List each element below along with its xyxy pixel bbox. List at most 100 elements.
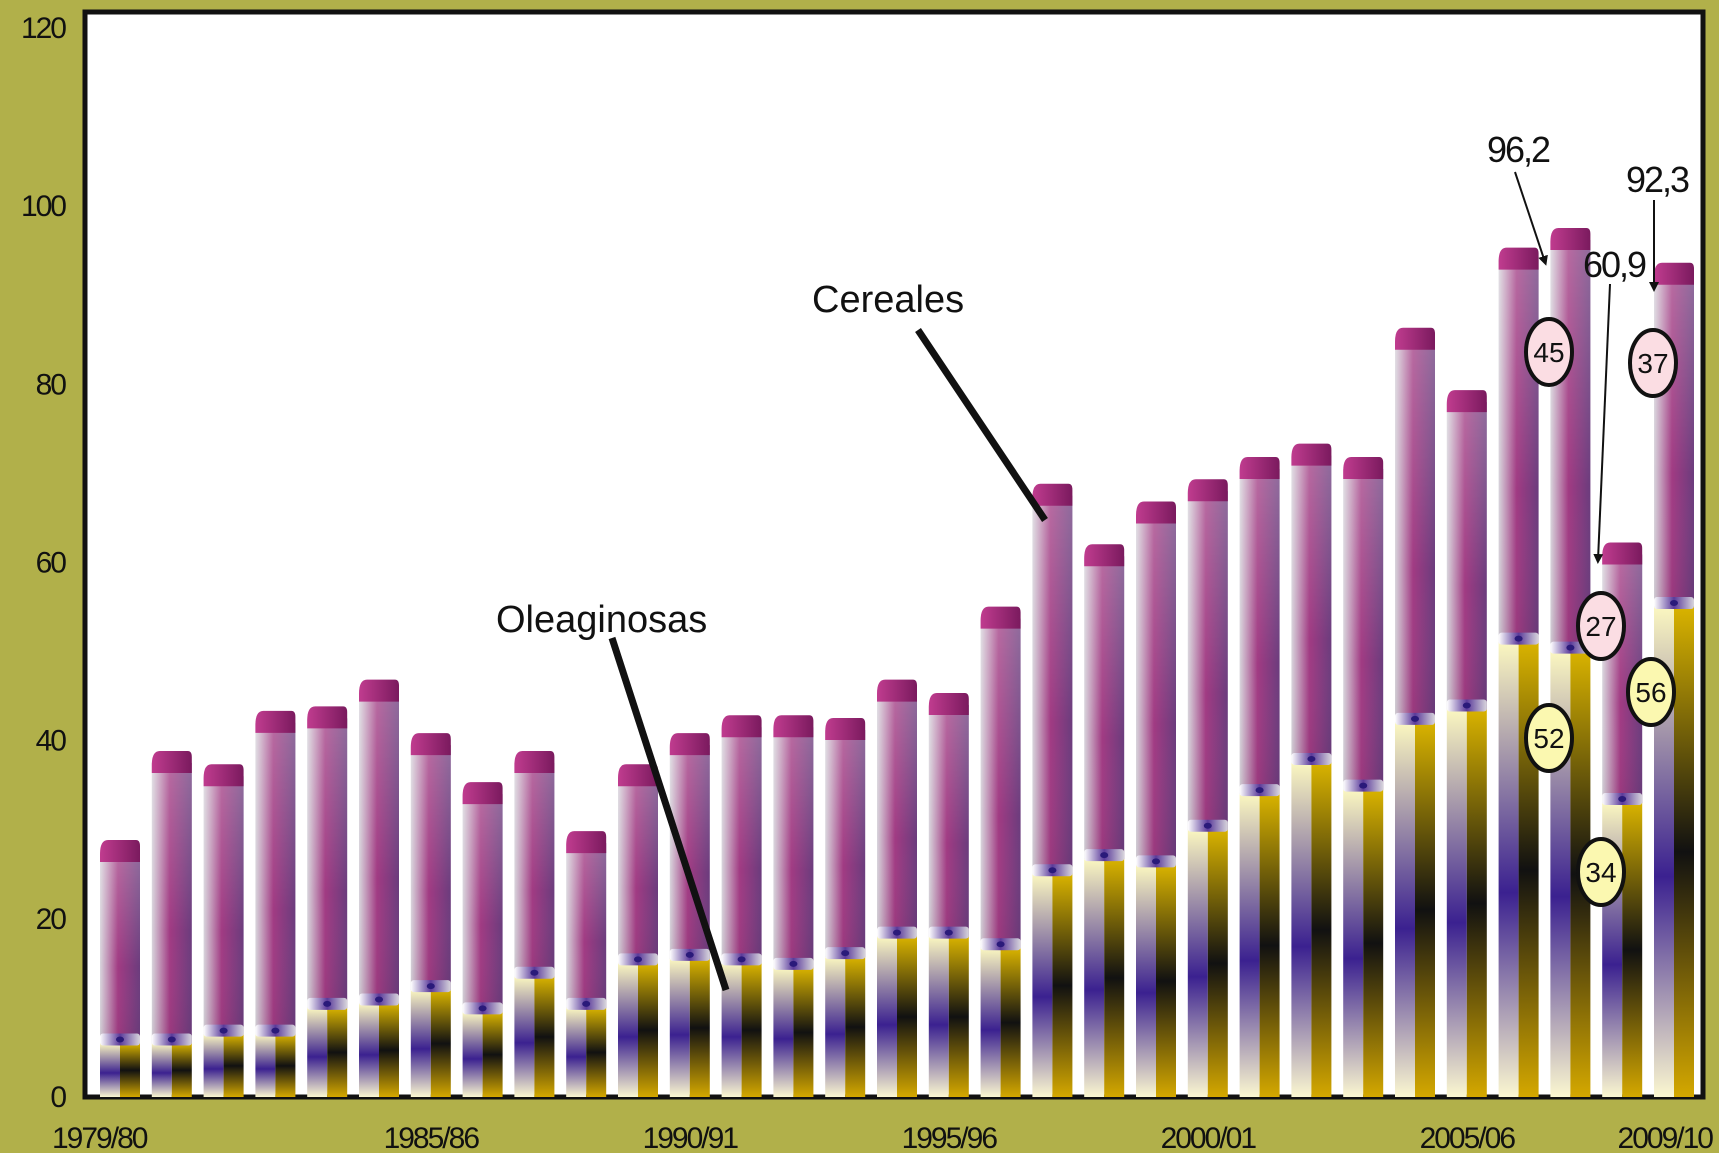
bar-cereales-shade bbox=[1032, 495, 1073, 875]
bar-oleaginosas bbox=[773, 967, 794, 1097]
bar-group bbox=[1187, 479, 1228, 1097]
bar-cereales-cap bbox=[100, 840, 140, 863]
bar-cereales-shade bbox=[359, 691, 399, 1004]
bar-group bbox=[514, 750, 555, 1097]
bar-oleaginosas bbox=[618, 963, 638, 1097]
bar-cereales-shade bbox=[1498, 259, 1539, 643]
bar-oleaginosas-right bbox=[327, 1007, 348, 1097]
bar-oleaginosas bbox=[1032, 874, 1053, 1097]
bar-cereales-cap bbox=[1032, 483, 1073, 506]
bar-group bbox=[618, 764, 658, 1097]
x-tick-label: 1985/86 bbox=[384, 1122, 480, 1153]
bar-group bbox=[1395, 327, 1435, 1097]
bar-separator-dot bbox=[1618, 796, 1627, 803]
bar-cereales-cap bbox=[203, 764, 244, 787]
svg-text:52: 52 bbox=[1533, 723, 1564, 754]
bar-oleaginosas-right bbox=[534, 976, 555, 1097]
bar-oleaginosas-right bbox=[793, 967, 814, 1097]
y-tick-label: 80 bbox=[36, 368, 67, 401]
svg-text:34: 34 bbox=[1585, 857, 1616, 888]
bar-group bbox=[359, 679, 399, 1097]
bar-separator-dot bbox=[1514, 635, 1523, 642]
bar-group bbox=[203, 764, 244, 1097]
bar-cereales-shade bbox=[203, 776, 244, 1035]
bar-group bbox=[1654, 262, 1694, 1097]
bar-separator-dot bbox=[167, 1036, 176, 1043]
bar-group bbox=[307, 706, 348, 1097]
bar-oleaginosas-right bbox=[171, 1043, 192, 1097]
bar-group bbox=[100, 840, 140, 1097]
bar-group bbox=[255, 710, 296, 1097]
bar-oleaginosas-right bbox=[223, 1034, 244, 1097]
bar-oleaginosas-right bbox=[430, 990, 451, 1097]
bar-oleaginosas-right bbox=[275, 1034, 296, 1097]
bar-separator-dot bbox=[1255, 787, 1264, 794]
x-tick-label: 1990/91 bbox=[643, 1122, 739, 1153]
bar-oleaginosas bbox=[877, 936, 897, 1097]
bar-cereales-shade bbox=[1550, 240, 1591, 652]
bar-oleaginosas bbox=[462, 1012, 483, 1097]
oleaginosas-label: Oleaginosas bbox=[496, 599, 707, 641]
bar-oleaginosas-right bbox=[1466, 709, 1487, 1097]
bar-cereales-shade bbox=[151, 762, 192, 1044]
bar-oleaginosas bbox=[1291, 762, 1312, 1097]
bar-group bbox=[462, 782, 503, 1097]
bar-oleaginosas bbox=[410, 990, 431, 1097]
bar-cereales-shade bbox=[1084, 556, 1125, 860]
cereales-leader bbox=[915, 328, 1048, 522]
x-tick-label: 2005/06 bbox=[1420, 1122, 1516, 1153]
bar-oleaginosas-right bbox=[1674, 607, 1694, 1097]
bar-separator-dot bbox=[375, 996, 383, 1003]
bar-oleaginosas bbox=[1136, 865, 1156, 1097]
bar-oleaginosas bbox=[566, 1007, 587, 1097]
bar-group bbox=[1032, 483, 1073, 1097]
bar-separator-dot bbox=[737, 956, 746, 963]
bar-cereales-cap bbox=[773, 715, 814, 738]
bar-cereales-shade bbox=[566, 843, 607, 1008]
bar-oleaginosas-right bbox=[638, 963, 658, 1097]
bar-cereales-shade bbox=[1654, 274, 1694, 608]
bar-oleaginosas-right bbox=[741, 963, 762, 1097]
total-arrow-2007-08 bbox=[1593, 283, 1611, 564]
y-tick-label: 120 bbox=[21, 12, 66, 45]
y-tick-label: 40 bbox=[36, 725, 67, 758]
bar-cereales-cap bbox=[1446, 390, 1487, 413]
bar-cereales-cap bbox=[1395, 327, 1435, 350]
bar-separator-dot bbox=[1048, 867, 1057, 874]
bar-cereales-shade bbox=[1187, 491, 1228, 830]
y-tick-label: 0 bbox=[50, 1081, 66, 1114]
bar-cereales-cap bbox=[359, 679, 399, 702]
x-tick-label: 2009/10 bbox=[1618, 1122, 1714, 1153]
bar-cereales-shade bbox=[410, 745, 451, 991]
bar-cereales-cap bbox=[1654, 262, 1694, 285]
bar-oleaginosas bbox=[255, 1034, 276, 1097]
bar-cereales-cap bbox=[1498, 247, 1539, 270]
y-tick-label: 20 bbox=[36, 903, 67, 936]
bar-cereales-shade bbox=[1136, 513, 1176, 866]
bar-oleaginosas-right bbox=[1622, 803, 1643, 1097]
bar-cereales-cap bbox=[1239, 456, 1280, 479]
bar-separator-dot bbox=[116, 1036, 124, 1043]
bar-group bbox=[1084, 544, 1125, 1097]
bar-oleaginosas-right bbox=[1104, 859, 1125, 1097]
bar-oleaginosas bbox=[307, 1007, 328, 1097]
bar-cereales-shade bbox=[255, 722, 296, 1035]
bar-oleaginosas bbox=[721, 963, 742, 1097]
bar-separator-dot bbox=[1411, 715, 1419, 722]
bar-separator-dot bbox=[530, 969, 539, 976]
bar-oleaginosas bbox=[980, 948, 1001, 1097]
badge-45: 45 bbox=[1524, 317, 1574, 387]
x-tick-label: 2000/01 bbox=[1161, 1122, 1257, 1153]
bar-oleaginosas bbox=[359, 1003, 379, 1097]
bar-separator-dot bbox=[219, 1027, 228, 1034]
bar-oleaginosas bbox=[151, 1043, 172, 1097]
bar-oleaginosas-right bbox=[1415, 722, 1435, 1097]
bar-cereales-shade bbox=[618, 776, 658, 964]
bar-oleaginosas bbox=[669, 958, 690, 1097]
svg-text:27: 27 bbox=[1585, 611, 1616, 642]
bar-oleaginosas-right bbox=[586, 1007, 607, 1097]
bar-oleaginosas bbox=[825, 957, 846, 1097]
bar-cereales-shade bbox=[307, 718, 348, 1008]
bar-oleaginosas-right bbox=[1000, 948, 1021, 1097]
